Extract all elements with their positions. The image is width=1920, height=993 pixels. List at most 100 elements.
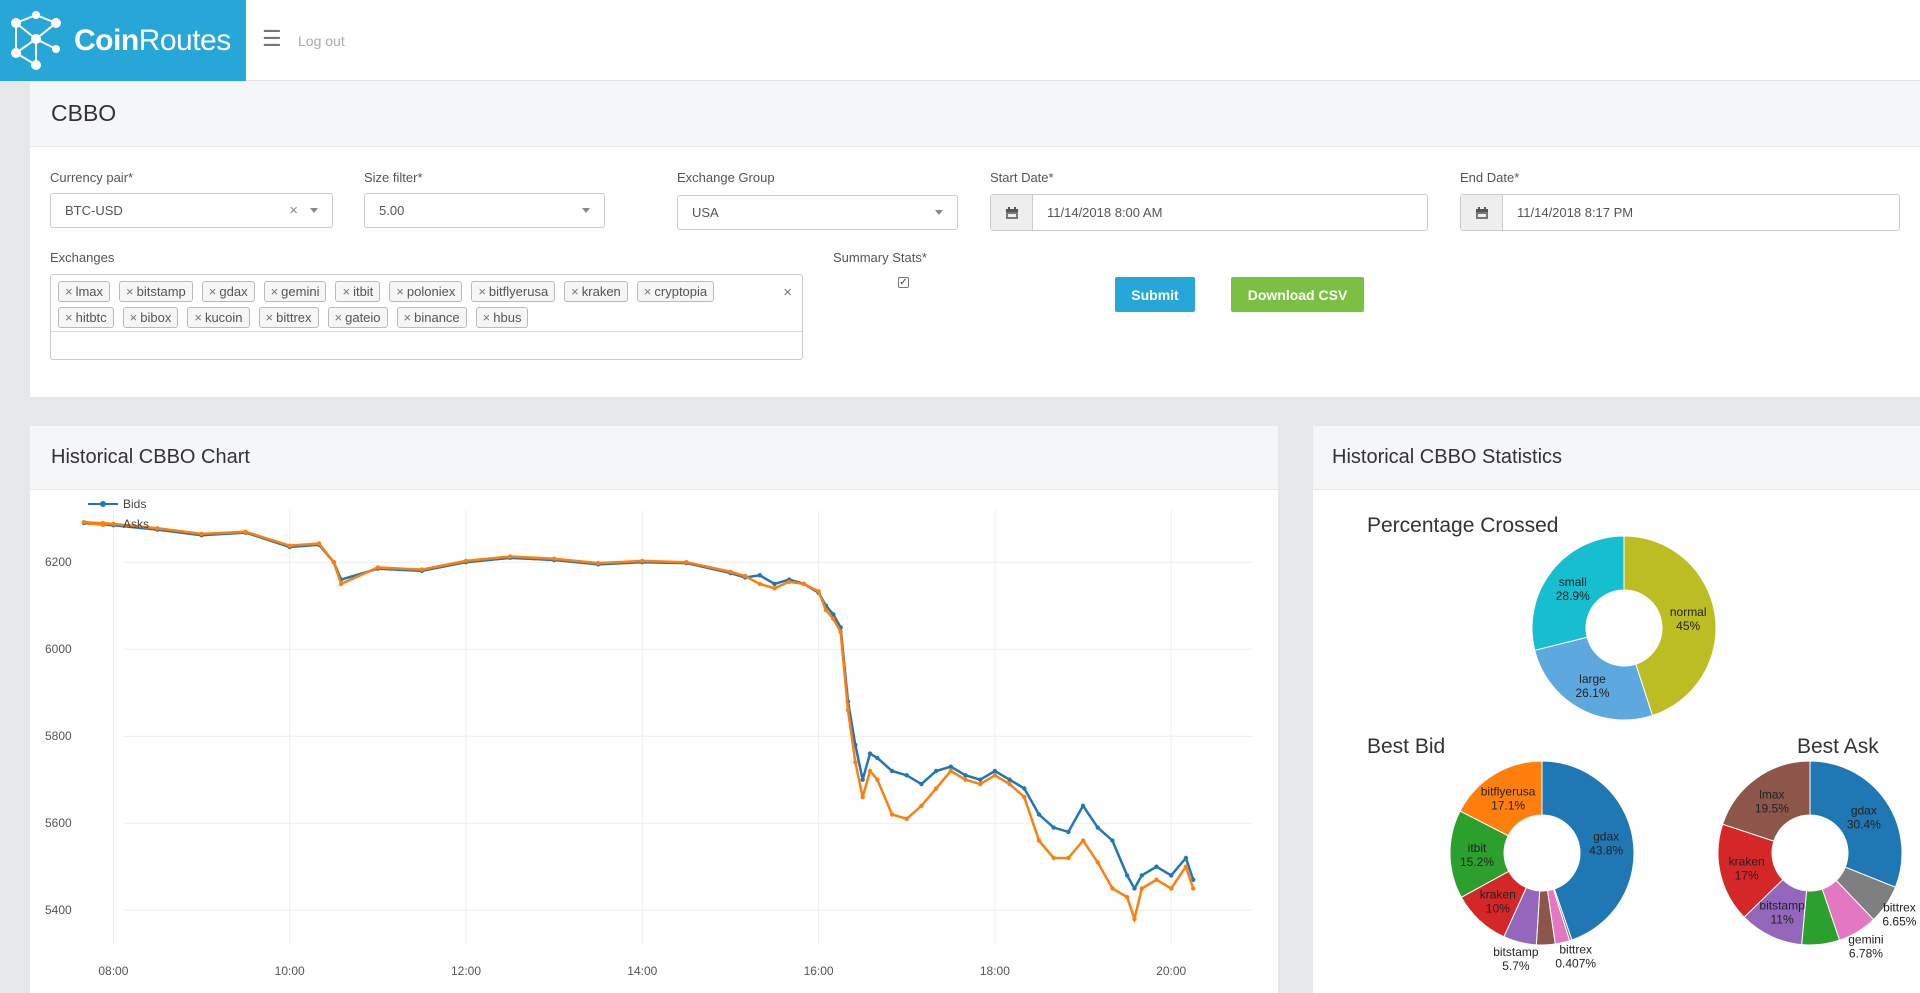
brand-logo[interactable]: CoinRoutes [0,0,246,81]
submit-button[interactable]: Submit [1115,277,1195,312]
exchange-tag[interactable]: × bitstamp [119,281,193,302]
remove-tag-icon[interactable]: × [482,310,491,325]
exchange-tag[interactable]: × gateio [327,307,388,328]
data-point [963,777,968,782]
remove-tag-icon[interactable]: × [571,284,579,299]
stats-pie-charts[interactable]: normal45%large26.1%small28.9%gdax43.8%bi… [1313,490,1920,993]
calendar-icon[interactable] [991,195,1033,230]
data-point [919,781,924,787]
exchange-tag[interactable]: × gemini [263,281,327,302]
remove-tag-icon[interactable]: × [396,284,404,299]
pie-slice-label: bittrex [1883,901,1916,915]
data-point [904,773,909,778]
data-point [1066,855,1071,861]
exchange-group-label: Exchange Group [677,170,775,185]
percentage-crossed-title: Percentage Crossed [1367,514,1559,537]
exchange-tag-label: bitflyerusa [488,284,549,299]
exchange-tag[interactable]: × bittrex [258,307,319,328]
remove-tag-icon[interactable]: × [403,310,412,325]
data-point [1183,855,1189,861]
data-point [1124,873,1130,878]
start-date-input[interactable]: 11/14/2018 8:00 AM [1047,205,1163,220]
remove-tag-icon[interactable]: × [65,284,73,299]
calendar-icon[interactable] [1461,195,1503,230]
pie-slice-percent: 11% [1771,913,1794,927]
remove-tag-icon[interactable]: × [342,284,351,299]
remove-tag-icon[interactable]: × [478,284,486,299]
pie-slice-label: lmax [1759,787,1784,801]
exchange-tag-label: kucoin [204,310,243,325]
size-filter-select[interactable]: 5.00 [364,193,605,228]
download-csv-button[interactable]: Download CSV [1231,277,1364,312]
logout-link[interactable]: Log out [298,33,345,49]
pie-slice-percent: 26.1% [1575,686,1609,700]
remove-tag-icon[interactable]: × [270,284,279,299]
remove-tag-icon[interactable]: × [334,310,343,325]
remove-tag-icon[interactable]: × [65,310,73,325]
exchange-tag[interactable]: × hitbtc [58,307,114,328]
exchange-tag-label: binance [414,310,460,325]
remove-tag-icon[interactable]: × [265,310,274,325]
data-point [1007,781,1012,787]
remove-tag-icon[interactable]: × [129,310,138,325]
start-date-label: Start Date* [990,170,1054,185]
data-point [1154,864,1159,869]
x-tick-label: 16:00 [804,964,834,978]
chevron-down-icon [582,208,590,213]
data-point [757,573,763,578]
data-point [772,581,777,587]
data-point [1132,916,1137,922]
cbbo-line-chart[interactable]: 08:00 10:00 12:00 14:00 16:00 18:00 20:00 5400 5… [30,490,1278,993]
summary-stats-checkbox[interactable]: ✓ [898,277,909,288]
data-point [1139,873,1145,878]
exchange-tag[interactable]: × kucoin [187,307,250,328]
exchange-tag[interactable]: × cryptopia [636,281,715,302]
end-date-field[interactable]: 11/14/2018 8:17 PM [1460,194,1900,231]
exchanges-multiselect[interactable]: × lmax × bitstamp × gdax × gemini × itbit × polonie… [50,274,803,360]
exchange-tag[interactable]: × bitflyerusa [471,281,556,302]
exchange-tag[interactable]: × itbit [335,281,381,302]
best-bid-title: Best Bid [1367,735,1446,758]
exchange-tag-label: poloniex [406,284,456,299]
data-point [1168,886,1174,891]
exchange-tag-label: hitbtc [75,310,107,325]
data-point [889,812,895,817]
remove-tag-icon[interactable]: × [194,310,202,325]
y-tick-label: 5800 [45,729,72,743]
exchange-tag[interactable]: × kraken [564,281,628,302]
exchange-tag[interactable]: × bibox [122,307,179,328]
hamburger-icon[interactable]: ☰ [262,26,282,51]
data-point [831,612,836,617]
exchange-tag-label: itbit [353,284,374,299]
data-point [1036,838,1042,843]
data-point [992,773,998,778]
data-point [596,560,601,566]
x-tick-label: 10:00 [275,964,305,978]
exchange-tag[interactable]: × binance [396,307,467,328]
data-point [823,607,829,613]
remove-tag-icon[interactable]: × [126,284,134,299]
historical-stats-panel: Historical CBBO Statistics Percentage Cr… [1313,426,1920,993]
remove-tag-icon[interactable]: × [208,284,217,299]
end-date-input[interactable]: 11/14/2018 8:17 PM [1517,205,1634,220]
clear-icon[interactable]: × [289,202,298,219]
exchange-tag[interactable]: × gdax [201,281,255,302]
exchange-tag[interactable]: × poloniex [389,281,463,302]
data-point [933,786,939,791]
data-point [889,768,895,774]
y-tick-label: 6200 [45,555,72,569]
pie-slice-label: bitstamp [1493,945,1539,959]
start-date-field[interactable]: 11/14/2018 8:00 AM [990,194,1428,231]
currency-pair-select[interactable]: BTC-USD × [50,193,333,228]
chart-panel-title: Historical CBBO Chart [30,426,1278,490]
remove-tag-icon[interactable]: × [643,284,652,299]
exchange-group-select[interactable]: USA [677,195,958,230]
data-point [640,558,645,564]
exchange-tag[interactable]: × hbus [475,307,529,328]
pie-slice-label: gemini [1848,932,1883,946]
data-point [948,768,954,774]
data-point [1007,777,1012,782]
exchanges-label: Exchanges [50,250,115,265]
clear-all-icon[interactable]: × [783,284,792,301]
exchange-tag[interactable]: × lmax [58,281,111,302]
